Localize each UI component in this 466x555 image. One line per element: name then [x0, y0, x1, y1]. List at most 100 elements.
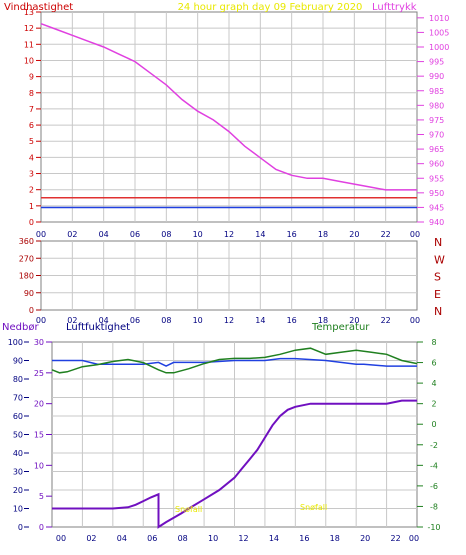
- hour-tick-label: 12: [224, 230, 234, 239]
- hour-tick-label: 20: [349, 316, 359, 325]
- hour-tick-label: 22: [381, 316, 391, 325]
- wind-speed-tick-label: 10: [24, 56, 34, 65]
- hour-tick-label: 02: [86, 534, 96, 543]
- snowfall-annotation: Snøfall: [300, 503, 327, 512]
- compass-letter: N: [434, 236, 442, 249]
- humidity-tick-label: 50: [13, 431, 23, 440]
- direction-tick-label: 180: [19, 272, 34, 281]
- hour-tick-label: 00: [410, 230, 420, 239]
- wind-speed-tick-label: 8: [29, 89, 34, 98]
- pressure-title: Lufttrykk: [372, 2, 417, 13]
- precipitation-title: Nedbør: [2, 322, 39, 333]
- hour-axis: 00 02 04 06 08 10 12 14 16 18 20 22 00: [56, 534, 419, 543]
- grid: [41, 12, 417, 222]
- pressure-tick-label: 975: [429, 116, 444, 125]
- compass-letter: W: [434, 253, 445, 266]
- precipitation-tick-label: 15: [34, 431, 44, 440]
- hour-axis: 00 02 04 06 08 10 12 14 16 18 20 22 00: [36, 230, 420, 239]
- hour-tick-label: 12: [238, 534, 248, 543]
- hour-tick-label: 00: [410, 316, 420, 325]
- temperature-tick-label: 6: [431, 359, 436, 368]
- hour-tick-label: 00: [409, 534, 419, 543]
- humidity-tick-label: 100: [8, 338, 23, 347]
- wind-speed-title: Vindhastighet: [4, 2, 73, 13]
- temperature-tick-label: -10: [427, 523, 440, 532]
- series-line: [52, 357, 417, 367]
- wind-speed-tick-label: 12: [24, 24, 34, 33]
- hour-tick-label: 10: [193, 316, 203, 325]
- temperature-tick-label: 8: [431, 338, 436, 347]
- hour-tick-label: 22: [381, 230, 391, 239]
- temperature-tick-label: 2: [431, 400, 436, 409]
- wind-speed-tick-label: 13: [24, 8, 34, 17]
- pressure-tick-label: 960: [429, 160, 444, 169]
- temperature-tick-label: -2: [430, 441, 438, 450]
- pressure-axis: 940 945 950 955 960 965 970 975 980 985 990 995 1000…: [417, 14, 449, 227]
- wind-speed-tick-label: 11: [24, 40, 34, 49]
- direction-tick-label: 90: [24, 289, 34, 298]
- series: [40, 22, 417, 209]
- series-line: [51, 347, 418, 374]
- compass-letter: E: [434, 288, 441, 301]
- precipitation-tick-label: 5: [39, 492, 44, 501]
- wind-speed-tick-label: 6: [29, 121, 34, 130]
- hour-tick-label: 04: [99, 316, 109, 325]
- hour-tick-label: 20: [360, 534, 370, 543]
- hour-tick-label: 00: [36, 316, 46, 325]
- grid: [41, 241, 417, 310]
- wind-speed-tick-label: 1: [29, 202, 34, 211]
- humidity-axis: 0 10 20 30 40 50 60 70 80 90 100: [8, 338, 29, 532]
- pressure-tick-label: 970: [429, 131, 444, 140]
- hour-tick-label: 16: [287, 316, 297, 325]
- hour-tick-label: 06: [130, 230, 140, 239]
- direction-tick-label: 270: [19, 254, 34, 263]
- precipitation-tick-label: 0: [39, 523, 44, 532]
- graph-title: 24 hour graph day 09 February 2020: [178, 2, 363, 13]
- direction-axis: 0 90 180 270 360: [19, 237, 41, 315]
- precipitation-tick-label: 25: [34, 369, 44, 378]
- humidity-tick-label: 20: [13, 486, 23, 495]
- hour-tick-label: 12: [224, 316, 234, 325]
- hour-axis: 00 02 04 06 08 10 12 14 16 18 20 22 00: [36, 316, 420, 325]
- hour-tick-label: 02: [67, 230, 77, 239]
- direction-tick-label: 360: [19, 237, 34, 246]
- series: [51, 347, 418, 529]
- snowfall-annotation: Snøfall: [175, 505, 202, 514]
- humidity-tick-label: 90: [13, 357, 23, 366]
- hour-tick-label: 08: [161, 316, 171, 325]
- humidity-tick-label: 60: [13, 412, 23, 421]
- hour-tick-label: 08: [178, 534, 188, 543]
- humidity-tick-label: 0: [18, 523, 23, 532]
- hour-tick-label: 18: [318, 316, 328, 325]
- wind-speed-tick-label: 0: [29, 218, 34, 227]
- hour-tick-label: 08: [161, 230, 171, 239]
- hour-tick-label: 18: [330, 534, 340, 543]
- hour-tick-label: 20: [349, 230, 359, 239]
- pressure-tick-label: 940: [429, 218, 444, 227]
- precipitation-tick-label: 30: [34, 338, 44, 347]
- wind-speed-tick-label: 4: [29, 153, 34, 162]
- pressure-tick-label: 965: [429, 145, 444, 154]
- humidity-tick-label: 70: [13, 394, 23, 403]
- humidity-title: Luftfuktighet: [66, 322, 130, 333]
- hour-tick-label: 18: [318, 230, 328, 239]
- precipitation-tick-label: 20: [34, 400, 44, 409]
- hour-tick-label: 06: [147, 534, 157, 543]
- hour-tick-label: 04: [99, 230, 109, 239]
- pressure-tick-label: 1010: [429, 14, 449, 23]
- compass-letter: S: [434, 271, 441, 284]
- hour-tick-label: 06: [130, 316, 140, 325]
- temperature-tick-label: 4: [431, 379, 436, 388]
- hour-tick-label: 10: [193, 230, 203, 239]
- temperature-tick-label: 0: [431, 420, 436, 429]
- temperature-tick-label: -8: [430, 502, 438, 511]
- hour-tick-label: 14: [255, 316, 265, 325]
- pressure-tick-label: 985: [429, 87, 444, 96]
- direction-tick-label: 0: [29, 306, 34, 315]
- humidity-tick-label: 40: [13, 449, 23, 458]
- pressure-tick-label: 990: [429, 72, 444, 81]
